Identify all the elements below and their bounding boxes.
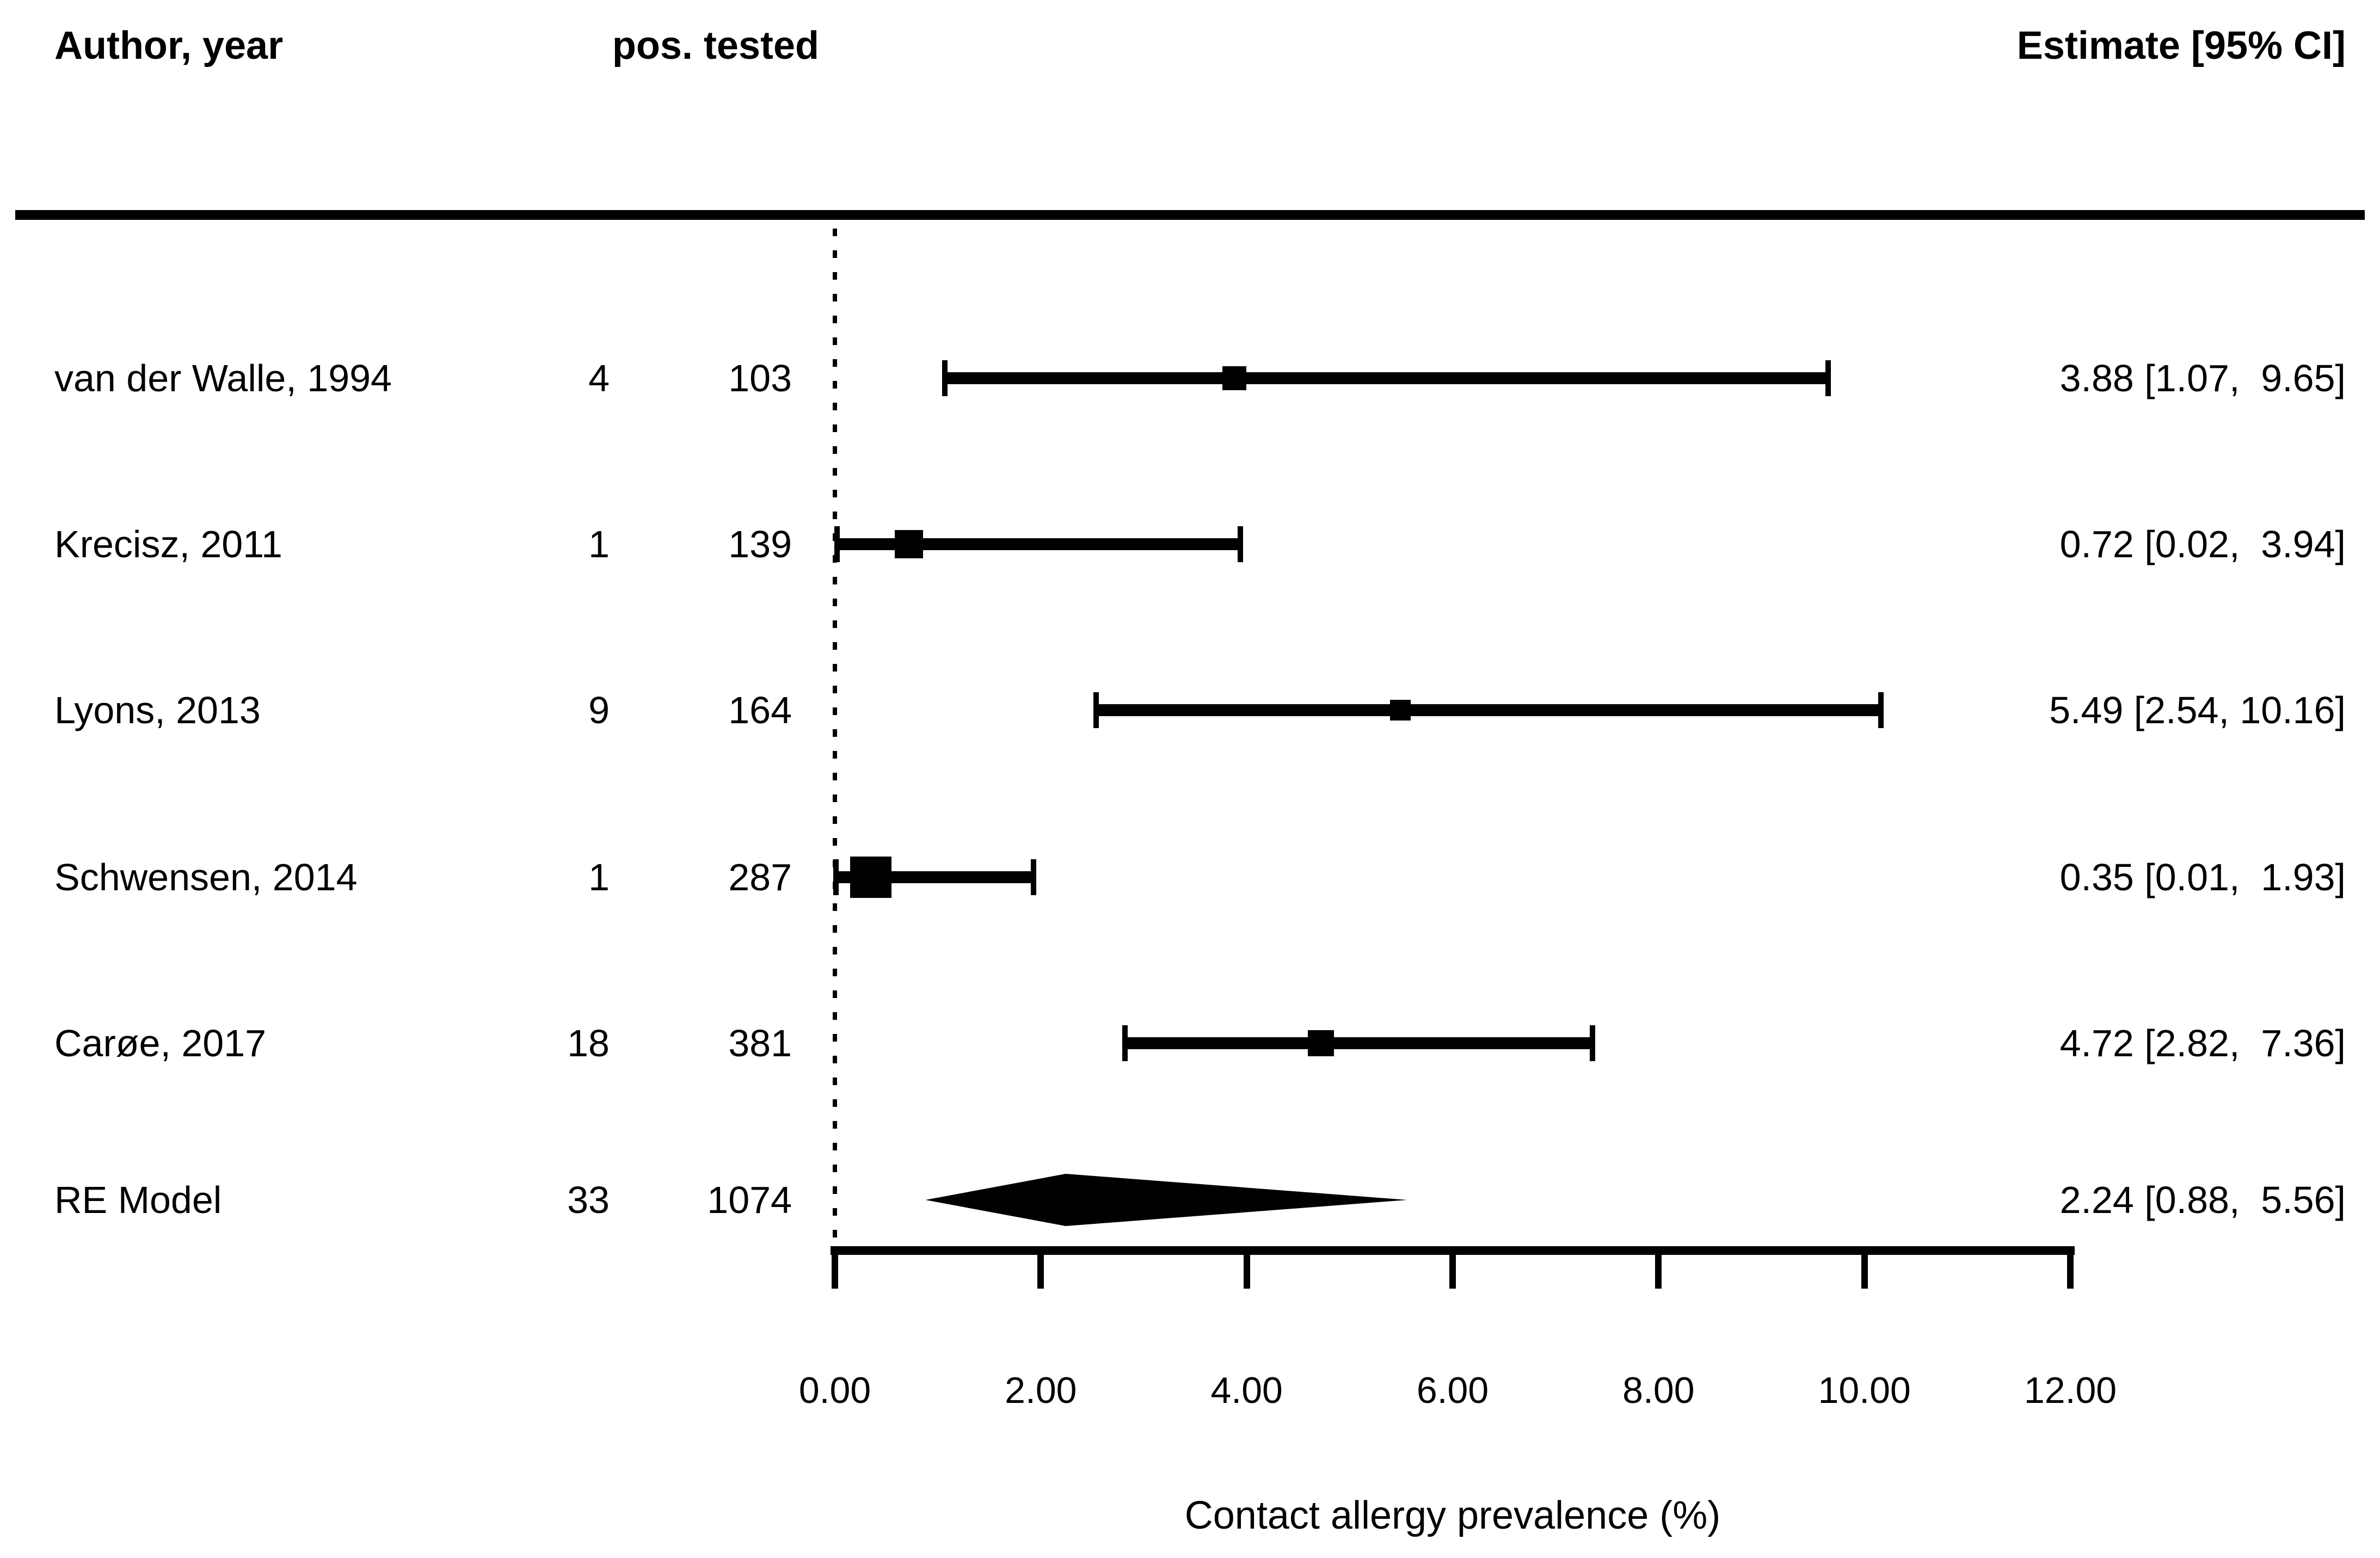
study-pos: 4 (588, 357, 610, 399)
x-axis-title: Contact allergy prevalence (%) (1184, 1494, 1721, 1537)
column-header-author-year: Author, year (54, 24, 284, 67)
x-axis-tick-label: 4.00 (1210, 1370, 1283, 1411)
summary-estimate-ci: 2.24 [0.88, 5.56] (2059, 1179, 2346, 1221)
ci-cap-right (1590, 1025, 1596, 1061)
ci-line (1096, 704, 1881, 716)
study-estimate-ci: 0.72 [0.02, 3.94] (2059, 523, 2346, 565)
study-pos: 9 (588, 689, 610, 731)
study-estimate-ci: 0.35 [0.01, 1.93] (2059, 856, 2346, 898)
study-author: Schwensen, 2014 (54, 856, 358, 898)
study-pos: 1 (588, 523, 610, 565)
study-author: Krecisz, 2011 (54, 523, 282, 565)
study-tested: 381 (728, 1022, 792, 1064)
x-axis-tick-label: 8.00 (1622, 1370, 1695, 1411)
x-axis-tick-label: 2.00 (1005, 1370, 1077, 1411)
study-author: Carøe, 2017 (54, 1022, 267, 1064)
study-pos: 1 (588, 856, 610, 898)
x-axis-tick-label: 10.00 (1818, 1370, 1911, 1411)
study-author: van der Walle, 1994 (54, 357, 392, 399)
ci-cap-right (1031, 859, 1037, 895)
point-estimate-square (1389, 700, 1411, 721)
ci-line (837, 538, 1241, 550)
column-header-estimate-ci: Estimate [95% CI] (2016, 24, 2346, 67)
ci-line (945, 372, 1829, 384)
point-estimate-square (1307, 1030, 1334, 1056)
ci-cap-left (942, 360, 948, 396)
column-header-pos-tested: pos. tested (612, 24, 819, 67)
x-axis-tick (1861, 1246, 1868, 1289)
study-estimate-ci: 5.49 [2.54, 10.16] (2049, 689, 2346, 731)
x-axis-tick (1037, 1246, 1044, 1289)
x-axis-tick (1449, 1246, 1456, 1289)
ci-cap-right (1238, 526, 1244, 562)
summary-pos: 33 (567, 1179, 610, 1221)
study-tested: 287 (728, 856, 792, 898)
x-axis-tick (832, 1246, 838, 1289)
ci-line (1125, 1037, 1593, 1049)
ci-cap-left (1122, 1025, 1128, 1061)
x-axis-tick (1655, 1246, 1662, 1289)
study-estimate-ci: 4.72 [2.82, 7.36] (2059, 1022, 2346, 1064)
study-tested: 139 (728, 523, 792, 565)
ci-cap-left (1093, 692, 1099, 728)
study-tested: 164 (728, 689, 792, 731)
x-axis-tick-label: 0.00 (798, 1370, 871, 1411)
study-estimate-ci: 3.88 [1.07, 9.65] (2059, 357, 2346, 399)
summary-tested: 1074 (707, 1179, 792, 1221)
study-author: Lyons, 2013 (54, 689, 261, 731)
study-pos: 18 (567, 1022, 610, 1064)
summary-label: RE Model (54, 1179, 222, 1221)
summary-diamond (925, 1174, 1407, 1226)
ci-cap-right (1825, 360, 1831, 396)
ci-cap-right (1878, 692, 1884, 728)
x-axis-tick (2067, 1246, 2074, 1289)
point-estimate-square (850, 857, 892, 898)
x-axis-tick-label: 12.00 (2024, 1370, 2117, 1411)
header-divider-line (15, 210, 2365, 220)
x-axis-tick-label: 6.00 (1416, 1370, 1489, 1411)
point-estimate-square (895, 530, 924, 558)
zero-reference-line (833, 229, 837, 1246)
point-estimate-square (1222, 366, 1246, 390)
x-axis-tick (1243, 1246, 1250, 1289)
study-tested: 103 (728, 357, 792, 399)
